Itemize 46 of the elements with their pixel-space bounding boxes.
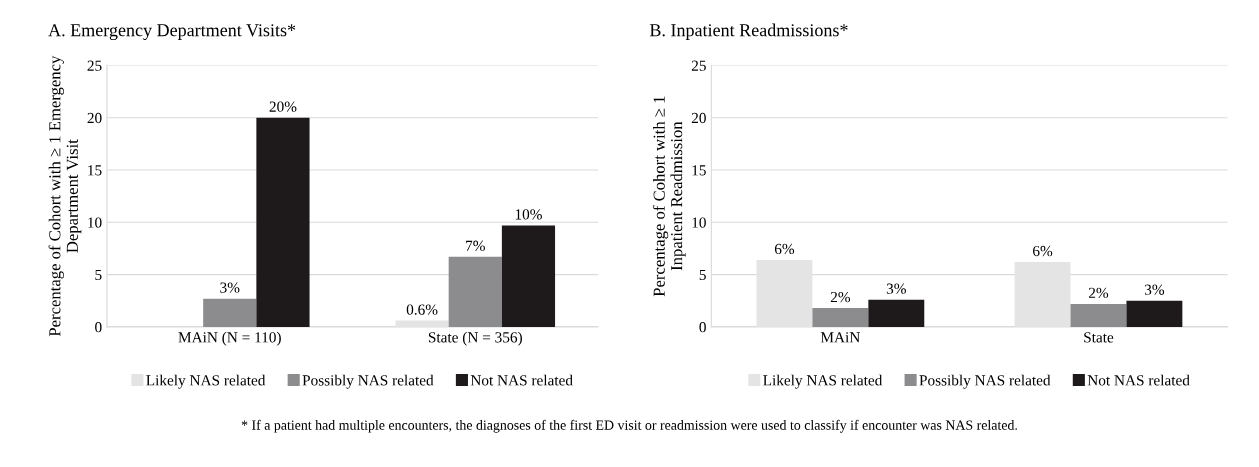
data-label: 7%	[466, 240, 485, 251]
chart-title: B. Inpatient Readmissions*	[649, 23, 848, 40]
legend-label: Likely NAS related	[763, 374, 883, 389]
data-label: 2%	[1088, 287, 1109, 299]
legend-label: Likely NAS related	[146, 374, 266, 389]
y-tick-label: 5	[699, 269, 706, 281]
y-tick-label: 0	[699, 322, 706, 333]
data-label: 3%	[1144, 284, 1165, 295]
x-tick-label: State	[1084, 332, 1114, 343]
data-label: 3%	[220, 282, 240, 293]
y-tick-label: 20	[691, 112, 706, 124]
y-tick-label: 5	[95, 269, 102, 281]
x-tick-label: State (N = 356)	[428, 331, 522, 346]
bar	[868, 299, 925, 327]
bar	[256, 117, 310, 327]
y-tick-label: 25	[87, 60, 102, 71]
data-label: 0.6%	[406, 304, 438, 315]
bar	[812, 308, 869, 327]
bar	[501, 225, 556, 327]
chart-title: A. Emergency Department Visits*	[48, 24, 296, 41]
y-tick-label: 10	[692, 217, 706, 228]
data-label: 3%	[886, 283, 906, 294]
bar	[1126, 300, 1183, 327]
y-tick-label: 15	[88, 165, 102, 176]
x-tick-label: MAiN (N = 110)	[178, 331, 281, 346]
y-tick-label: 15	[692, 165, 706, 176]
bar	[203, 298, 257, 327]
y-tick-label: 10	[88, 217, 102, 228]
bar	[448, 256, 502, 327]
y-axis-title: Percentage of Cohort with ≥ 1 Inpatient Readmission	[652, 96, 686, 297]
y-tick-label: 0	[95, 322, 102, 333]
y-tick-label: 20	[87, 112, 102, 124]
text: * If a patient had multiple encounters, the diagnoses of the first ED visit or readmission were used to classify if encounter was NAS related.	[241, 419, 1017, 433]
data-label: 20%	[269, 101, 297, 112]
x-tick-label: MAiN	[820, 332, 860, 343]
legend-label: Possibly NAS related	[919, 374, 1051, 389]
legend-label: Not NAS related	[470, 374, 573, 386]
data-label: 6%	[1033, 245, 1053, 257]
legend-label: Not NAS related	[1087, 374, 1190, 386]
data-label: 6%	[774, 243, 795, 255]
y-tick-label: 25	[691, 60, 706, 71]
bar	[1070, 303, 1127, 327]
legend-label: Possibly NAS related	[302, 374, 434, 389]
data-label: 2%	[830, 291, 851, 303]
data-label: 10%	[515, 209, 542, 220]
y-axis-title: Percentage of Cohort with ≥ 1 Emergency Department Visit	[48, 55, 82, 337]
